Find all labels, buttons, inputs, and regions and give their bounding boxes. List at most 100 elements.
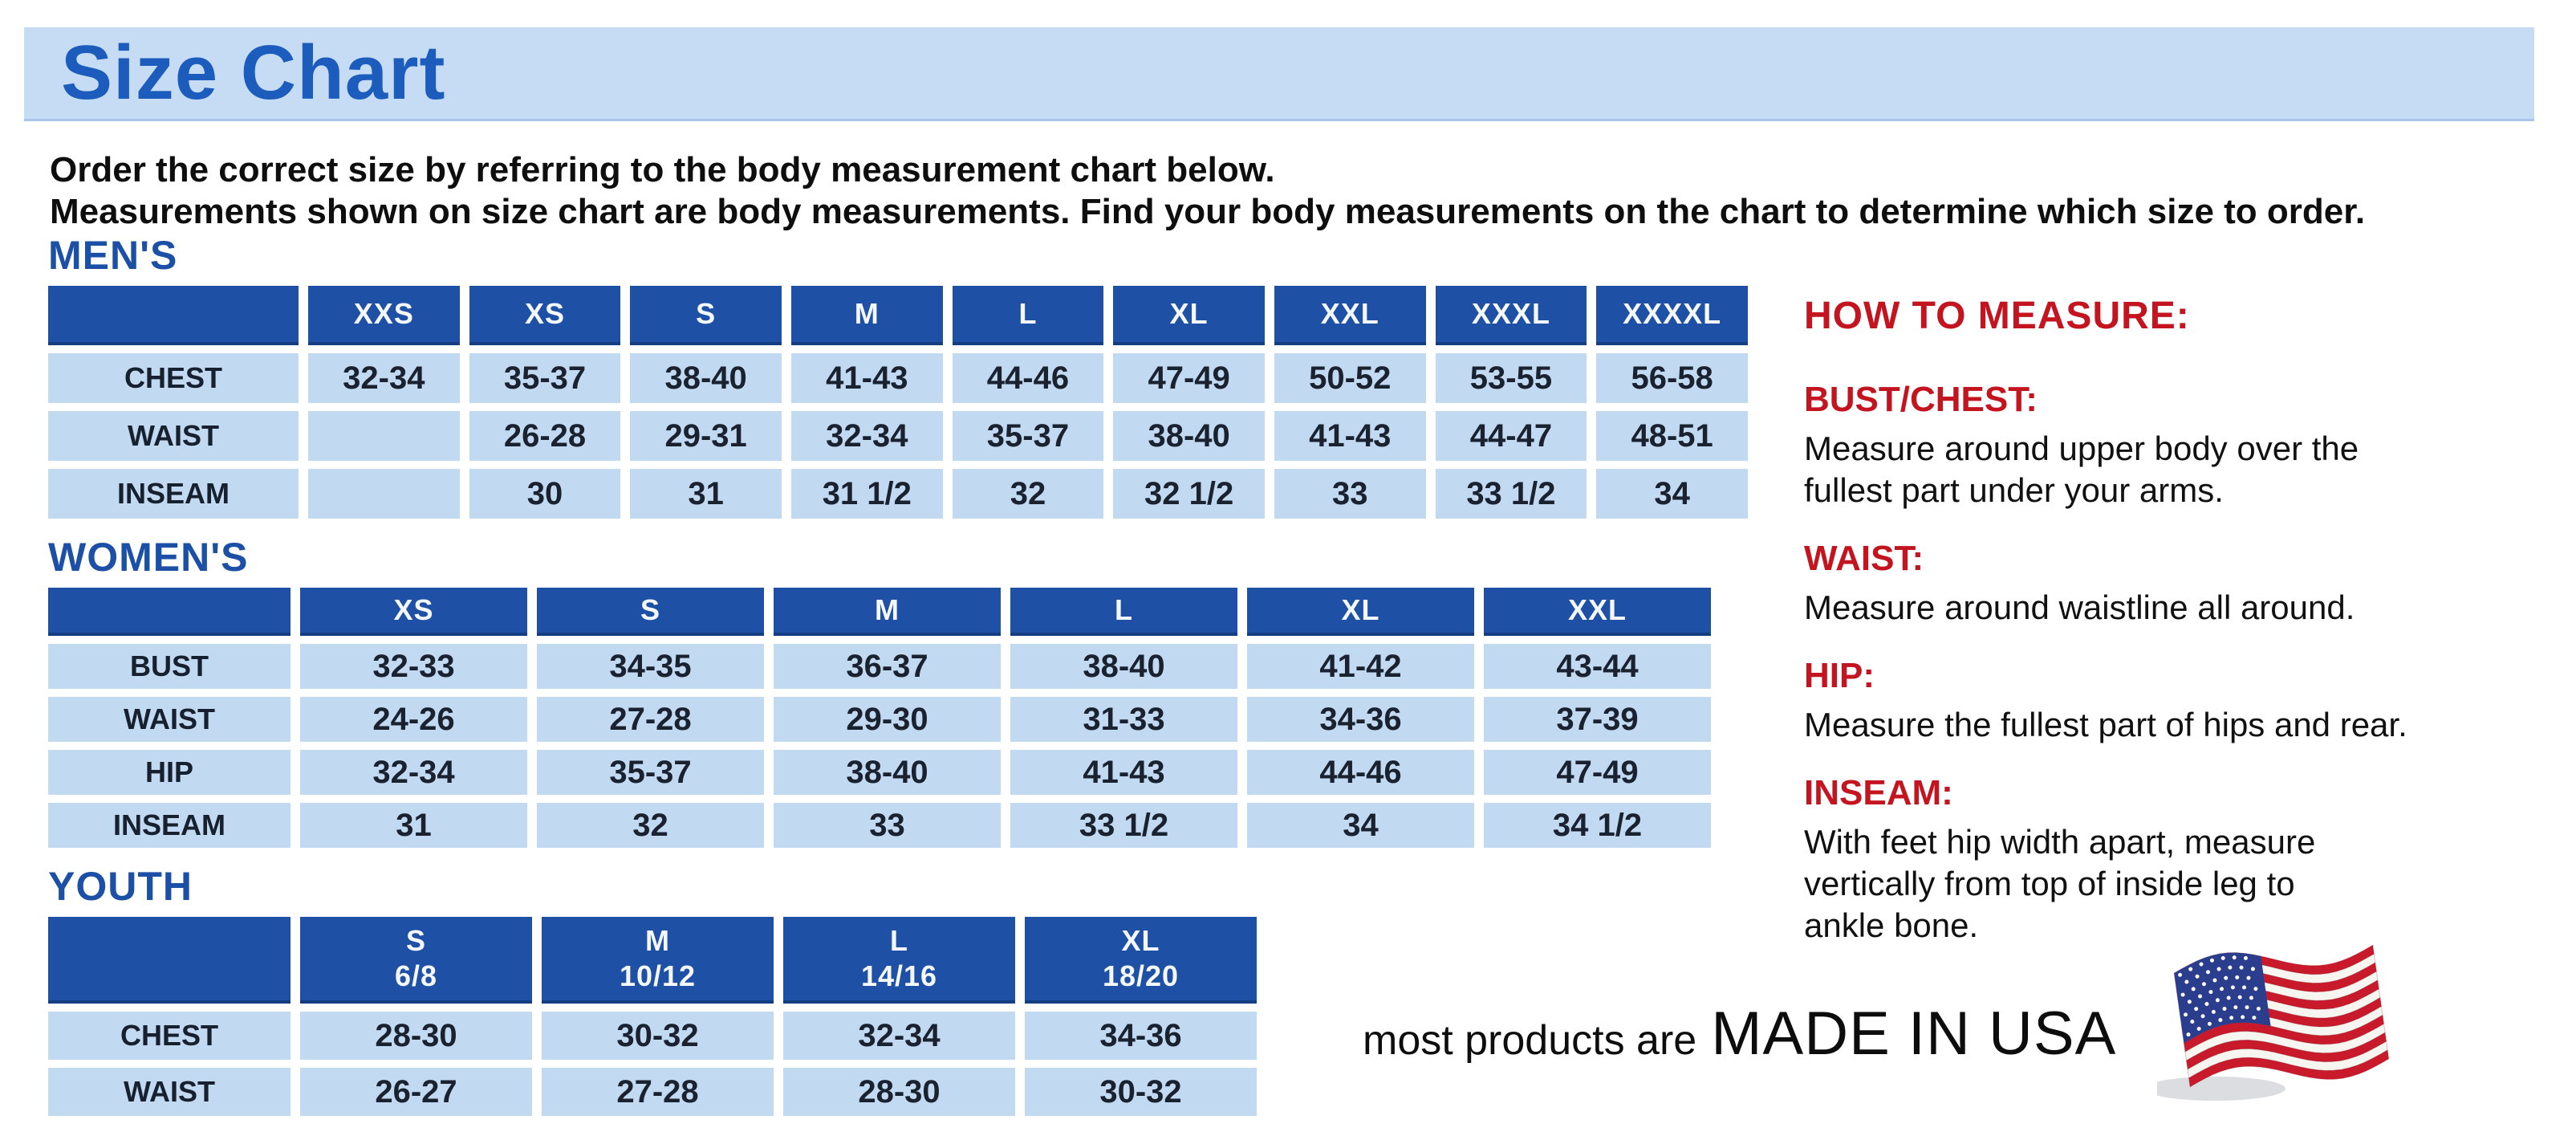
measure-item-bust-chest: BUST/CHEST: Measure around upper body ov… xyxy=(1804,380,2526,511)
size-value-cell: 34-36 xyxy=(1247,697,1474,742)
made-in-usa-text: MADE IN USA xyxy=(1711,1000,2117,1068)
size-table: S 6/8 M 10/12 L 14/16 XL 18/20 CHEST 28-30 30-… xyxy=(39,909,1266,1124)
table-row: CHEST 28-30 30-32 32-34 34-36 xyxy=(48,1012,1257,1060)
size-value-cell: 31 xyxy=(630,469,782,519)
measure-label: INSEAM: xyxy=(1804,773,1953,812)
size-value-cell: 41-43 xyxy=(1274,411,1426,461)
column-header-cell: XL xyxy=(1113,286,1265,345)
size-table-youth: S 6/8 M 10/12 L 14/16 XL 18/20 CHEST 28-30 30-… xyxy=(48,909,1782,1124)
size-table: XXS XS S M L XL XXL XXXL XXXXL CHEST 32-34 35-37 38-… xyxy=(39,278,1757,527)
size-value-cell: 41-43 xyxy=(1010,750,1237,795)
table-row: WAIST 26-27 27-28 28-30 30-32 xyxy=(48,1068,1257,1116)
size-value-cell: 35-37 xyxy=(537,750,764,795)
size-value-cell: 43-44 xyxy=(1484,644,1711,689)
column-header-cell: XL xyxy=(1247,588,1474,636)
size-value-cell: 41-43 xyxy=(790,353,943,403)
measure-label: WAIST: xyxy=(1804,539,1924,578)
size-value-cell: 34 xyxy=(1247,803,1474,848)
measure-item-hip: HIP: Measure the fullest part of hips an… xyxy=(1804,656,2526,746)
size-table-womens: XS S M L XL XXL BUST 32-33 34-35 36-37 38-40 41-42 4… xyxy=(48,580,1782,856)
table-row: HIP 32-34 35-37 38-40 41-43 44-46 47-49 xyxy=(48,750,1711,795)
size-value-cell: 30 xyxy=(469,469,621,519)
size-value-cell: 26-28 xyxy=(469,411,621,461)
column-header-cell: L xyxy=(952,286,1104,345)
size-value-cell: 27-28 xyxy=(537,697,764,742)
size-value-cell: 32 xyxy=(537,803,764,848)
intro-text: Order the correct size by referring to t… xyxy=(50,149,2365,233)
row-label-cell: INSEAM xyxy=(48,803,291,848)
size-chart-banner: Size Chart xyxy=(24,27,2534,121)
table-row: INSEAM 30 31 31 1/2 32 32 1/2 33 33 1/2 34 xyxy=(48,469,1748,519)
size-value-cell xyxy=(308,469,460,519)
size-value-cell: 32-34 xyxy=(308,353,460,403)
size-value-cell: 35-37 xyxy=(469,353,621,403)
size-value-cell: 32-34 xyxy=(783,1012,1015,1060)
measure-label: BUST/CHEST: xyxy=(1804,380,2038,419)
column-header-cell: XL 18/20 xyxy=(1025,917,1257,1004)
size-value-cell: 26-27 xyxy=(300,1068,532,1116)
row-label-cell: INSEAM xyxy=(48,469,299,519)
column-header-cell: XXL xyxy=(1274,286,1426,345)
column-header-cell: M 10/12 xyxy=(542,917,774,1004)
size-value-cell: 30-32 xyxy=(542,1012,774,1060)
column-header-cell: L 14/16 xyxy=(783,917,1015,1004)
size-value-cell: 31-33 xyxy=(1010,697,1237,742)
size-value-cell: 47-49 xyxy=(1484,750,1711,795)
page-title: Size Chart xyxy=(61,30,446,116)
us-flag-icon xyxy=(2144,930,2406,1102)
how-to-measure-heading: HOW TO MEASURE: xyxy=(1804,295,2190,337)
size-value-cell: 37-39 xyxy=(1484,697,1711,742)
measure-text: Measure around upper body over the fulle… xyxy=(1804,430,2359,509)
column-header-cell: XS xyxy=(300,588,527,636)
table-row: WAIST 24-26 27-28 29-30 31-33 34-36 37-39 xyxy=(48,697,1711,742)
size-value-cell: 29-30 xyxy=(774,697,1001,742)
size-value-cell: 47-49 xyxy=(1113,353,1265,403)
size-tables-column: MEN'S XXS XS S M L XL XXL XXXL XXXXL CHEST 32-34 35… xyxy=(48,233,1782,1124)
size-value-cell: 32-33 xyxy=(300,644,527,689)
size-value-cell: 41-42 xyxy=(1247,644,1474,689)
size-value-cell: 44-47 xyxy=(1435,411,1587,461)
column-header-cell: XXXXL xyxy=(1596,286,1748,345)
size-value-cell: 32-34 xyxy=(790,411,943,461)
measure-label: HIP: xyxy=(1804,656,1875,695)
row-label-cell: HIP xyxy=(48,750,291,795)
size-value-cell: 32 1/2 xyxy=(1113,469,1265,519)
row-label-cell: WAIST xyxy=(48,411,299,461)
size-value-cell: 33 xyxy=(1274,469,1426,519)
size-value-cell: 31 1/2 xyxy=(790,469,943,519)
size-table: XS S M L XL XXL BUST 32-33 34-35 36-37 38-40 41-42 4… xyxy=(39,580,1721,856)
intro-line-1: Order the correct size by referring to t… xyxy=(50,150,1275,189)
table-row: CHEST 32-34 35-37 38-40 41-43 44-46 47-49 50-52… xyxy=(48,353,1748,403)
section-heading-mens: MEN'S xyxy=(48,233,178,278)
size-value-cell: 38-40 xyxy=(774,750,1001,795)
size-value-cell: 38-40 xyxy=(630,353,782,403)
column-header-cell: L xyxy=(1010,588,1237,636)
table-corner-cell xyxy=(48,588,291,636)
made-in-usa-line: most products are MADE IN USA xyxy=(1363,999,2116,1069)
row-label-cell: CHEST xyxy=(48,353,299,403)
size-value-cell: 32-34 xyxy=(300,750,527,795)
made-in-usa-prefix: most products are xyxy=(1363,1017,1697,1064)
intro-line-2: Measurements shown on size chart are bod… xyxy=(50,192,2366,231)
size-value-cell: 33 1/2 xyxy=(1010,803,1237,848)
table-row: WAIST 26-28 29-31 32-34 35-37 38-40 41-43 44-47… xyxy=(48,411,1748,461)
size-value-cell: 28-30 xyxy=(783,1068,1015,1116)
row-label-cell: WAIST xyxy=(48,697,291,742)
size-value-cell: 24-26 xyxy=(300,697,527,742)
size-value-cell: 34-35 xyxy=(537,644,764,689)
size-table-mens: XXS XS S M L XL XXL XXXL XXXXL CHEST 32-34 35-37 38-… xyxy=(48,278,1782,527)
column-header-cell: XXXL xyxy=(1435,286,1587,345)
column-header-cell: S xyxy=(630,286,782,345)
section-heading-youth: YOUTH xyxy=(48,864,193,909)
column-header-cell: XXL xyxy=(1484,588,1711,636)
size-value-cell: 34 xyxy=(1596,469,1748,519)
size-value-cell: 48-51 xyxy=(1596,411,1748,461)
size-value-cell: 32 xyxy=(952,469,1104,519)
column-header-cell: S 6/8 xyxy=(300,917,532,1004)
size-value-cell: 56-58 xyxy=(1596,353,1748,403)
row-label-cell: WAIST xyxy=(48,1068,291,1116)
row-label-cell: BUST xyxy=(48,644,291,689)
size-value-cell: 34-36 xyxy=(1025,1012,1257,1060)
size-value-cell: 38-40 xyxy=(1113,411,1265,461)
